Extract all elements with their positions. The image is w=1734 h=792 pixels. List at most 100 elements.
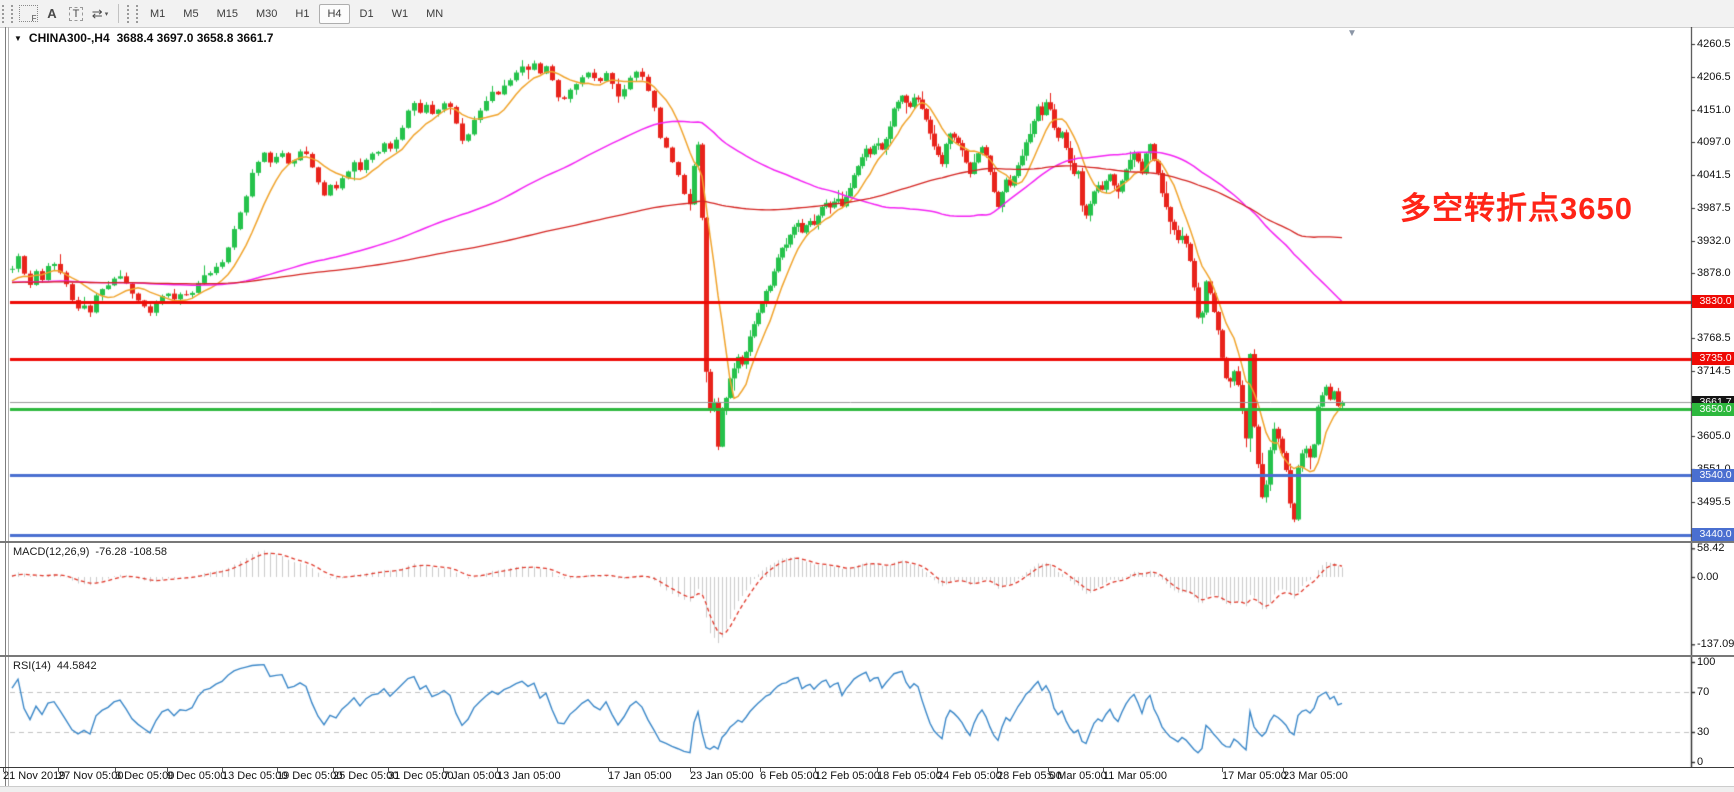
rsi-panel-canvas[interactable] bbox=[0, 657, 1734, 767]
macd-values: -76.28 -108.58 bbox=[95, 546, 167, 558]
timeframe-buttons: M1 M5 M15 M30 H1 H4 D1 W1 MN bbox=[141, 3, 452, 24]
price-tick-label: 3714.5 bbox=[1697, 364, 1731, 377]
date-label: 13 Dec 05:00 bbox=[222, 770, 288, 782]
chart-title: CHINA300-,H4 bbox=[28, 31, 110, 45]
date-label: 18 Feb 05:00 bbox=[877, 770, 942, 782]
toolbar: F A T ⇄ ▾ M1 M5 M15 M30 H1 H4 D1 W1 MN bbox=[0, 0, 1734, 28]
macd-label-row: MACD(12,26,9) -76.28 -108.58 bbox=[13, 546, 167, 558]
date-label: 3 Dec 05:00 bbox=[115, 770, 175, 782]
date-tick bbox=[58, 768, 59, 772]
timeframe-button-H4[interactable]: H4 bbox=[319, 3, 350, 24]
price-tick-label: 4206.5 bbox=[1697, 70, 1731, 83]
date-tick bbox=[815, 768, 816, 772]
date-label: 23 Jan 05:00 bbox=[690, 770, 754, 782]
text-label-tool-icon[interactable]: T bbox=[65, 4, 87, 24]
macd-tick-label: -137.09 bbox=[1697, 638, 1734, 651]
rsi-label: RSI(14) bbox=[13, 660, 51, 672]
date-tick bbox=[388, 768, 389, 772]
price-tick-label: 3987.5 bbox=[1697, 201, 1731, 214]
date-label: 9 Dec 05:00 bbox=[167, 770, 227, 782]
dropdown-caret-icon[interactable]: ▾ bbox=[104, 10, 109, 18]
annotation-text: 多空转折点3650 bbox=[1400, 191, 1633, 226]
macd-panel-canvas[interactable] bbox=[0, 543, 1734, 655]
date-label: 17 Jan 05:00 bbox=[608, 770, 672, 782]
scroll-to-end-icon[interactable]: ▼ bbox=[1347, 28, 1357, 39]
date-tick bbox=[997, 768, 998, 772]
date-label: 31 Dec 05:00 bbox=[388, 770, 454, 782]
rsi-tick-label: 70 bbox=[1697, 685, 1710, 698]
date-tick bbox=[1048, 768, 1049, 772]
date-tick bbox=[1283, 768, 1284, 772]
date-label: 28 Feb 05:00 bbox=[997, 770, 1062, 782]
price-tick-label: 3878.0 bbox=[1697, 266, 1731, 279]
macd-tick-label: 0.00 bbox=[1697, 571, 1719, 583]
toolbar-separator bbox=[118, 4, 119, 23]
date-label: 23 Mar 05:00 bbox=[1283, 770, 1348, 782]
date-label: 27 Nov 05:00 bbox=[58, 770, 124, 782]
cycle-arrows-icon[interactable]: ⇄ ▾ bbox=[91, 5, 109, 21]
timeframe-button-W1[interactable]: W1 bbox=[391, 7, 409, 20]
timeframe-button-M1[interactable]: M1 bbox=[150, 7, 166, 20]
macd-label: MACD(12,26,9) bbox=[13, 546, 90, 558]
rsi-tick-label: 100 bbox=[1697, 655, 1716, 668]
timeframe-button-D1[interactable]: D1 bbox=[359, 7, 374, 20]
toolbar-grip-2[interactable] bbox=[127, 4, 138, 23]
date-label: 13 Jan 05:00 bbox=[497, 770, 561, 782]
rsi-tick-label: 30 bbox=[1697, 725, 1710, 738]
price-tick-label: 4041.5 bbox=[1697, 169, 1731, 182]
date-label: 7 Jan 05:00 bbox=[443, 770, 501, 782]
rsi-tick-label: 0 bbox=[1697, 756, 1704, 768]
panel-separator-rsi[interactable] bbox=[0, 655, 1734, 657]
price-level-badge: 3735.0 bbox=[1692, 352, 1734, 366]
date-label: 24 Feb 05:00 bbox=[937, 770, 1002, 782]
symbol-dropdown-icon[interactable]: ▼ bbox=[14, 33, 22, 43]
date-tick bbox=[1103, 768, 1104, 772]
date-label: 21 Nov 2019 bbox=[3, 770, 66, 782]
date-tick bbox=[497, 768, 498, 772]
panel-separator-macd[interactable] bbox=[0, 541, 1734, 543]
timeframe-button-H1[interactable]: H1 bbox=[295, 7, 310, 20]
timeframe-button-M5[interactable]: M5 bbox=[183, 7, 199, 20]
chart-ohlc-values: 3688.4 3697.0 3658.8 3661.7 bbox=[116, 31, 274, 45]
price-tick-label: 4097.0 bbox=[1697, 136, 1731, 148]
date-tick bbox=[115, 768, 116, 772]
font-tool-icon[interactable]: A bbox=[47, 6, 57, 21]
rsi-value: 44.5842 bbox=[56, 660, 97, 672]
toolbar-grip[interactable] bbox=[2, 4, 13, 23]
time-axis-border bbox=[0, 767, 1734, 768]
price-tick-label: 3932.0 bbox=[1697, 234, 1731, 247]
date-label: 12 Feb 05:00 bbox=[815, 770, 880, 782]
price-level-badge: 3830.0 bbox=[1692, 295, 1734, 309]
chart-title-row: ▼ CHINA300-,H4 3688.4 3697.0 3658.8 3661… bbox=[14, 31, 273, 45]
rsi-label-row: RSI(14) 44.5842 bbox=[13, 660, 97, 672]
date-tick bbox=[277, 768, 278, 772]
date-tick bbox=[690, 768, 691, 772]
price-tick-label: 4151.0 bbox=[1697, 103, 1731, 116]
price-tick-label: 3768.5 bbox=[1697, 332, 1731, 345]
main-chart-canvas[interactable] bbox=[0, 27, 1734, 541]
price-level-badge: 3650.0 bbox=[1692, 402, 1734, 416]
date-label: 19 Dec 05:00 bbox=[277, 770, 343, 782]
timeframe-button-M30[interactable]: M30 bbox=[255, 7, 278, 20]
price-tick-label: 3495.5 bbox=[1697, 495, 1731, 508]
date-tick bbox=[760, 768, 761, 772]
date-label: 5 Mar 05:00 bbox=[1048, 770, 1107, 782]
timeframe-button-M15[interactable]: M15 bbox=[216, 7, 238, 20]
timeframe-button-MN[interactable]: MN bbox=[426, 7, 444, 20]
grid-properties-icon[interactable]: F bbox=[17, 4, 39, 24]
date-tick bbox=[937, 768, 938, 772]
macd-tick-label: 58.42 bbox=[1697, 542, 1725, 555]
price-level-badge: 3440.0 bbox=[1692, 528, 1734, 542]
date-label: 6 Feb 05:00 bbox=[760, 770, 819, 782]
date-tick bbox=[877, 768, 878, 772]
date-label: 11 Mar 05:00 bbox=[1103, 770, 1168, 782]
date-tick bbox=[222, 768, 223, 772]
price-tick-label: 3605.0 bbox=[1697, 430, 1731, 443]
date-tick bbox=[3, 768, 4, 772]
date-label: 25 Dec 05:00 bbox=[333, 770, 399, 782]
date-tick bbox=[1222, 768, 1223, 772]
date-tick bbox=[167, 768, 168, 772]
date-tick bbox=[333, 768, 334, 772]
window-bottom-frame bbox=[0, 786, 1734, 792]
